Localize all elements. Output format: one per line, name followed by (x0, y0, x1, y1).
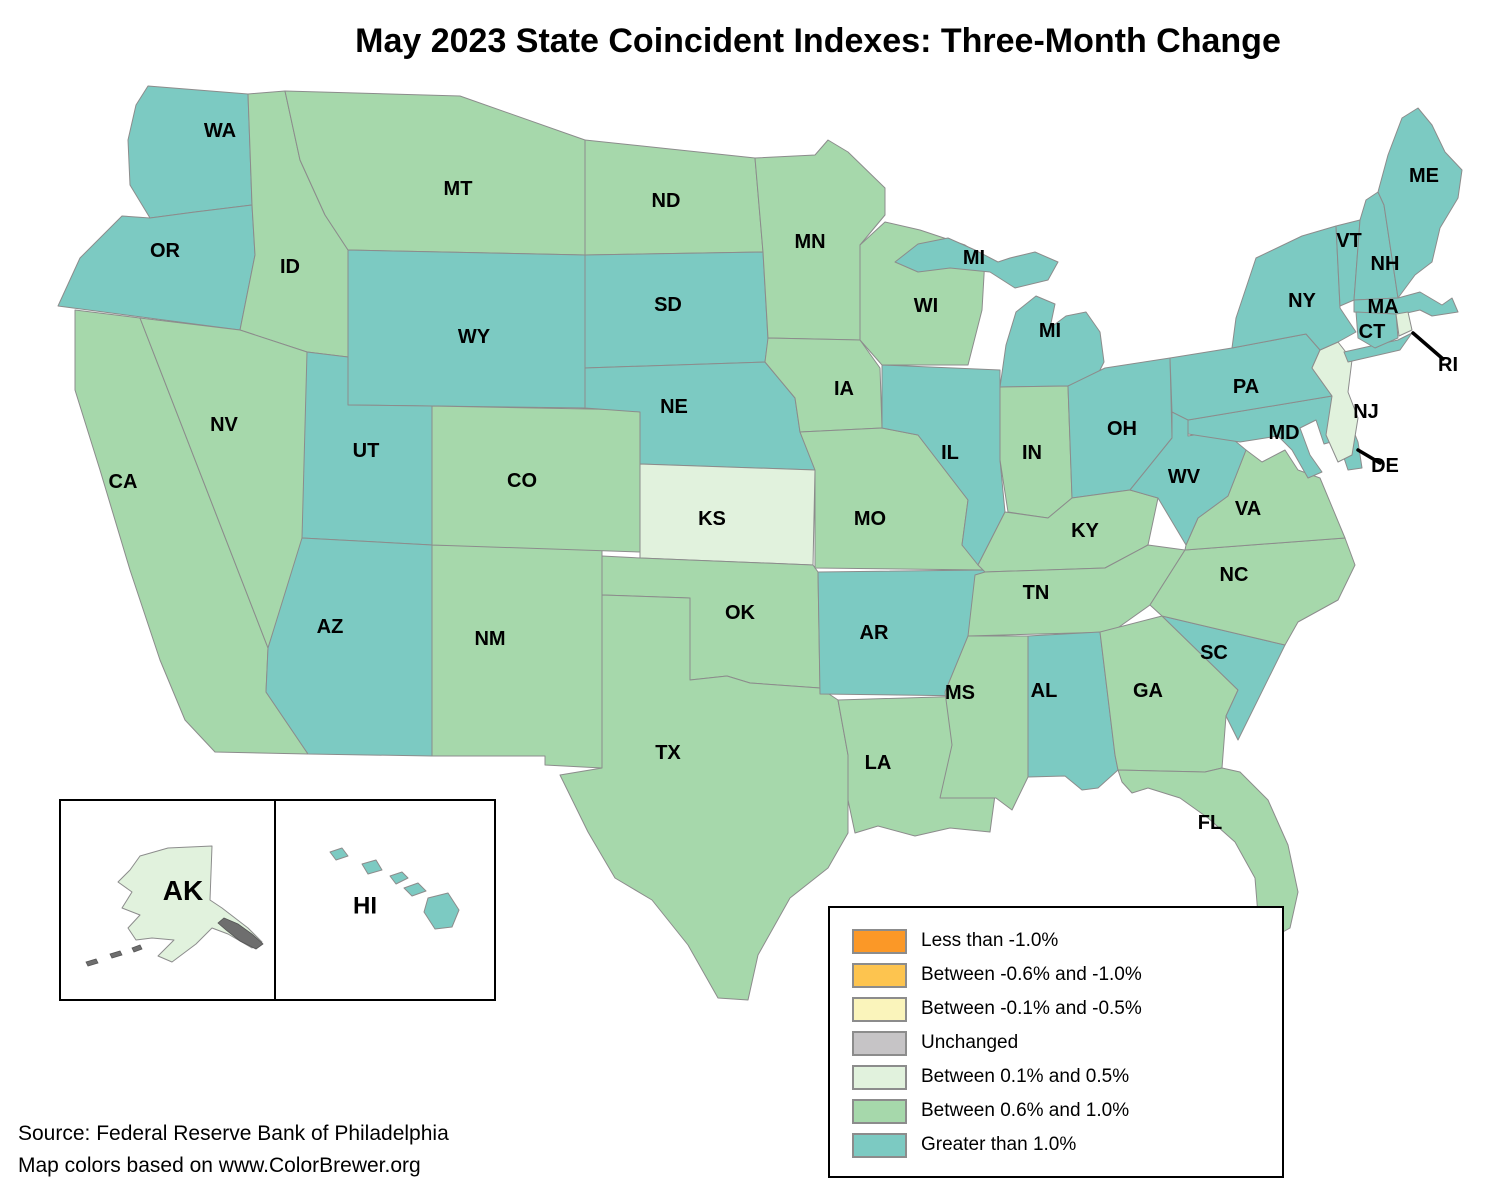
state-label-ca: CA (109, 471, 138, 493)
state-label-me: ME (1409, 165, 1439, 187)
state-label-tx: TX (655, 742, 681, 764)
state-tx (559, 594, 849, 1001)
state-label-id: ID (280, 256, 300, 278)
alaska-archipelago-decor (85, 917, 264, 967)
state-hi (329, 847, 460, 930)
state-label-sd: SD (654, 294, 682, 316)
state-label-ct: CT (1359, 321, 1386, 343)
state-label-ga: GA (1133, 680, 1163, 702)
labels-layer: WA OR CA ID NV MT WY UT AZ NM CO ND SD NE KS OK TX MN IA MO… (109, 120, 1458, 920)
state-label-wy: WY (458, 326, 491, 348)
state-label-nj: NJ (1353, 401, 1379, 423)
state-label-mt: MT (444, 178, 473, 200)
legend-label: Less than -1.0% (921, 930, 1059, 951)
state-label-wv: WV (1168, 466, 1201, 488)
state-label-wi: WI (914, 295, 938, 317)
de-pointer-line (1356, 448, 1382, 465)
state-wa (127, 85, 253, 219)
inset-frames (59, 799, 496, 1001)
legend-swatch (852, 1064, 907, 1090)
state-label-ri: RI (1438, 354, 1458, 376)
legend-item: Less than -1.0% (852, 924, 1282, 958)
legend-item: Between 0.6% and 1.0% (852, 1094, 1282, 1128)
state-label-sc: SC (1200, 642, 1228, 664)
state-label-ms: MS (945, 682, 975, 704)
state-label-ak: AK (163, 875, 203, 906)
state-ks (639, 463, 816, 566)
state-label-pa: PA (1233, 376, 1259, 398)
legend: Less than -1.0% Between -0.6% and -1.0% Be… (828, 906, 1284, 1178)
source-note: Source: Federal Reserve Bank of Philadel… (18, 1118, 449, 1182)
legend-swatch (852, 962, 907, 988)
legend-item: Between -0.1% and -0.5% (852, 992, 1282, 1026)
states-layer (57, 85, 1463, 1001)
legend-items: Less than -1.0% Between -0.6% and -1.0% Be… (852, 924, 1282, 1162)
alaska-archipelago (217, 917, 264, 950)
state-label-mn: MN (794, 231, 825, 253)
map-title: May 2023 State Coincident Indexes: Three… (355, 22, 1281, 60)
state-label-co: CO (507, 470, 537, 492)
legend-swatch (852, 1030, 907, 1056)
aleutian-islands (85, 944, 143, 967)
legend-swatch (852, 928, 907, 954)
legend-item: Unchanged (852, 1026, 1282, 1060)
state-label-la: LA (865, 752, 892, 774)
state-me (1377, 107, 1463, 299)
legend-label: Between -0.1% and -0.5% (921, 998, 1142, 1019)
state-label-vt: VT (1336, 230, 1362, 252)
legend-label: Greater than 1.0% (921, 1134, 1077, 1155)
legend-swatch (852, 1098, 907, 1124)
state-label-mi: MI (1039, 320, 1061, 342)
legend-label: Unchanged (921, 1032, 1019, 1053)
state-label-md: MD (1268, 422, 1299, 444)
state-label-hi: HI (353, 893, 377, 920)
legend-label: Between 0.1% and 0.5% (921, 1066, 1130, 1087)
state-label-ny: NY (1288, 290, 1316, 312)
state-label-nv: NV (210, 414, 238, 436)
state-label-in: IN (1022, 442, 1042, 464)
state-label-al: AL (1031, 680, 1058, 702)
state-nc (1149, 537, 1356, 646)
state-label-or: OR (150, 240, 181, 262)
state-label-nh: NH (1371, 253, 1400, 275)
legend-swatch (852, 996, 907, 1022)
state-label-ky: KY (1071, 520, 1099, 542)
state-label-wa: WA (204, 120, 236, 142)
state-label-ut: UT (353, 440, 380, 462)
state-label-va: VA (1235, 498, 1261, 520)
state-label-nm: NM (474, 628, 505, 650)
state-mn (754, 139, 886, 341)
ri-pointer-line (1411, 331, 1445, 361)
legend-item: Between 0.1% and 0.5% (852, 1060, 1282, 1094)
state-label-ma: MA (1367, 296, 1398, 318)
state-label-ne: NE (660, 396, 688, 418)
legend-swatch (852, 1132, 907, 1158)
state-label-de: DE (1371, 455, 1399, 477)
state-nm (431, 544, 603, 769)
state-label-az: AZ (317, 616, 344, 638)
state-label-il: IL (941, 442, 959, 464)
state-label-ia: IA (834, 378, 854, 400)
source-line-1: Source: Federal Reserve Bank of Philadel… (18, 1122, 449, 1145)
state-label-tn: TN (1023, 582, 1050, 604)
legend-label: Between 0.6% and 1.0% (921, 1100, 1130, 1121)
legend-label: Between -0.6% and -1.0% (921, 964, 1142, 985)
legend-item: Greater than 1.0% (852, 1128, 1282, 1162)
state-label-nc: NC (1220, 564, 1249, 586)
state-label-mo: MO (854, 508, 886, 530)
source-line-2: Map colors based on www.ColorBrewer.org (18, 1154, 421, 1177)
state-label-ar: AR (860, 622, 889, 644)
state-label-nd: ND (652, 190, 681, 212)
state-ak (117, 845, 263, 963)
state-ct (1355, 311, 1399, 349)
inset-box-hawaii (274, 799, 496, 1001)
state-label-fl: FL (1198, 812, 1222, 834)
state-label-ok: OK (725, 602, 756, 624)
state-label-ks: KS (698, 508, 726, 530)
state-label-oh: OH (1107, 418, 1137, 440)
state-ri (1395, 311, 1413, 337)
state-label-mi: MI (963, 247, 985, 269)
legend-item: Between -0.6% and -1.0% (852, 958, 1282, 992)
